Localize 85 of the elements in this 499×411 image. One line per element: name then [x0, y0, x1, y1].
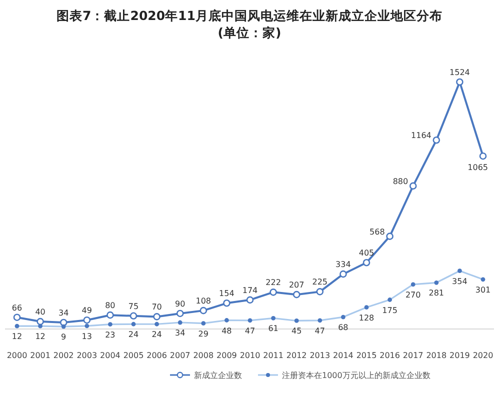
data-label: 174 — [242, 286, 258, 295]
point — [362, 258, 370, 266]
point — [316, 288, 324, 296]
point — [153, 313, 160, 320]
data-label: 880 — [392, 176, 408, 186]
x-tick-label: 2004 — [100, 351, 120, 360]
x-tick-label: 2000 — [6, 351, 28, 360]
x-tick-label: 2006 — [146, 351, 167, 360]
chart-title: 图表7：截止2020年11月底中国风电运维在业新成立企业地区分布 (单位：家) — [56, 8, 442, 40]
point — [456, 78, 464, 86]
point — [340, 270, 347, 278]
x-tick-label: 2003 — [76, 351, 98, 360]
x-tick-label: 2001 — [30, 351, 50, 360]
point — [386, 232, 394, 240]
data-label: 154 — [219, 289, 234, 298]
x-tick-label: 2017 — [402, 351, 424, 360]
data-label: 354 — [452, 276, 468, 286]
data-label: 48 — [222, 326, 232, 336]
x-tick-label: 2019 — [450, 351, 470, 360]
data-label: 13 — [82, 332, 92, 341]
legend-label: 新成立企业数 — [194, 371, 242, 380]
data-label: 34 — [58, 308, 69, 318]
point — [246, 296, 254, 304]
point — [83, 316, 91, 324]
data-label: 1524 — [450, 68, 470, 77]
data-label: 34 — [175, 328, 186, 338]
data-label: 270 — [405, 290, 421, 300]
x-tick-label: 2005 — [123, 351, 144, 360]
data-label: 301 — [475, 285, 491, 294]
point — [130, 312, 138, 320]
point — [176, 310, 184, 318]
data-label: 23 — [105, 330, 116, 340]
data-label: 334 — [336, 260, 351, 270]
data-label: 12 — [12, 332, 22, 342]
point — [200, 306, 208, 314]
data-label: 281 — [428, 288, 444, 298]
data-label: 225 — [312, 278, 328, 287]
point — [36, 318, 44, 326]
x-tick-label: 2011 — [263, 351, 284, 360]
data-label: 49 — [82, 306, 92, 316]
data-label: 108 — [196, 296, 212, 306]
data-label: 47 — [244, 326, 256, 336]
data-label: 66 — [12, 303, 22, 312]
x-tick-label: 2002 — [53, 351, 74, 360]
data-label: 47 — [314, 326, 325, 336]
x-tick-label: 2009 — [216, 351, 237, 360]
point — [223, 299, 230, 307]
data-label: 45 — [292, 326, 302, 336]
data-label: 12 — [35, 332, 46, 342]
data-label: 70 — [152, 302, 162, 312]
x-tick-label: 2014 — [333, 351, 354, 360]
point — [106, 311, 114, 319]
data-label: 24 — [128, 330, 139, 340]
x-tick-label: 2008 — [193, 351, 214, 360]
data-label: 75 — [128, 302, 139, 311]
data-label: 207 — [288, 280, 304, 290]
x-tick-label: 2012 — [286, 351, 307, 360]
data-label: 29 — [198, 329, 208, 338]
data-label: 175 — [382, 306, 398, 315]
data-label: 222 — [266, 278, 281, 288]
data-label: 90 — [175, 299, 186, 308]
point — [270, 288, 277, 296]
point — [409, 182, 417, 190]
x-tick-label: 2013 — [310, 351, 330, 360]
data-label: 9 — [61, 332, 66, 342]
x-tick-label: 2018 — [426, 351, 447, 360]
point — [432, 136, 440, 144]
x-tick-label: 2015 — [356, 351, 377, 360]
data-label: 24 — [152, 330, 162, 340]
point — [13, 314, 21, 321]
x-tick-label: 2020 — [472, 351, 494, 360]
data-label: 80 — [105, 301, 116, 310]
data-label: 1164 — [411, 131, 432, 140]
point — [479, 152, 487, 160]
x-tick-label: 2016 — [380, 351, 400, 360]
data-label: 568 — [370, 227, 385, 236]
x-tick-label: 2007 — [170, 351, 190, 360]
data-label: 405 — [358, 248, 374, 258]
data-label: 128 — [358, 313, 374, 322]
data-label: 68 — [338, 323, 348, 332]
data-label: 1065 — [468, 163, 488, 172]
point — [292, 290, 300, 298]
data-label: 40 — [35, 308, 46, 317]
x-tick-label: 2010 — [240, 351, 260, 360]
data-label: 61 — [268, 324, 278, 334]
